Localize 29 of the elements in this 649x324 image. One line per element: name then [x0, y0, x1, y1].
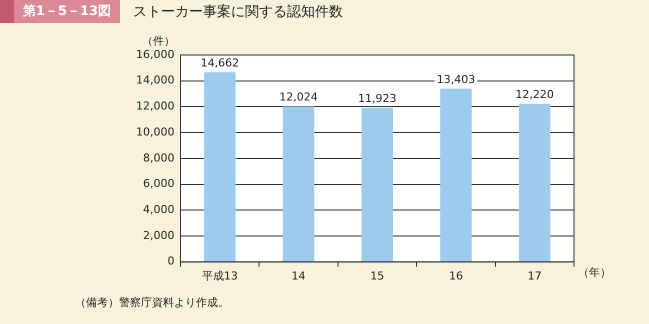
bar	[518, 104, 550, 262]
y-tick-label: 14,000	[136, 74, 174, 87]
y-tick-label: 12,000	[136, 100, 174, 113]
bar	[362, 108, 393, 262]
text: （備考）警察庁資料より作成。	[75, 295, 229, 310]
y-tick-label: 4,000	[142, 202, 174, 216]
bar	[204, 72, 236, 262]
x-tick-label: 15	[370, 269, 384, 282]
x-axis-title: （年）	[578, 266, 611, 280]
chart-title: ストーカー事案に関する認知件数	[133, 3, 343, 21]
x-tick-label: 17	[528, 269, 542, 282]
text: 第1－5－13図	[0, 0, 120, 23]
y-tick-label: 16,000	[136, 48, 174, 61]
y-tick-label: 0	[167, 254, 174, 268]
y-tick-label: 10,000	[136, 125, 174, 138]
data-label: 14,662	[200, 56, 240, 70]
data-label: 13,403	[436, 72, 476, 86]
data-label: 12,220	[515, 88, 554, 102]
y-tick-label: 8,000	[142, 151, 174, 164]
data-label: 12,024	[279, 90, 318, 104]
x-tick-label: 14	[292, 269, 306, 282]
y-axis-title: （件）	[142, 34, 175, 48]
bar	[282, 106, 314, 262]
data-label: 11,923	[358, 92, 396, 106]
y-tick-label: 2,000	[142, 228, 174, 242]
bar	[440, 88, 472, 262]
y-tick-label: 6,000	[142, 177, 174, 190]
x-tick-label: 16	[448, 269, 463, 282]
x-tick-label: 平成13	[202, 269, 238, 282]
